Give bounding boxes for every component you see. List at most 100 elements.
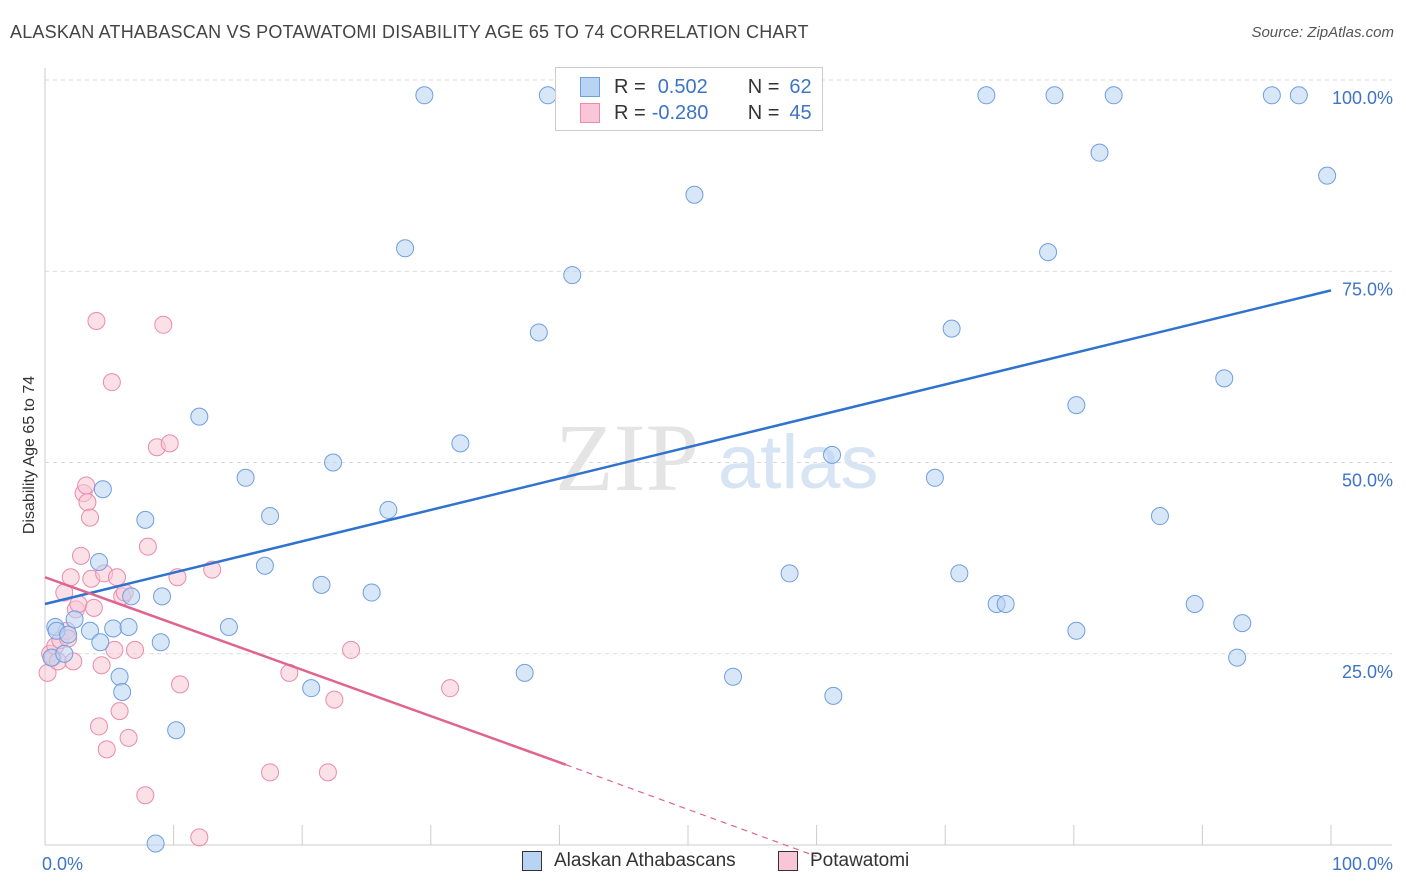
potawatomi-points (38, 311, 460, 847)
athabascan-point (113, 683, 132, 701)
athabascan-point (1090, 143, 1109, 162)
athabascan-point (685, 185, 704, 204)
athabascan-point (950, 564, 969, 583)
athabascan-point (563, 266, 582, 285)
watermark: ZIP atlas (555, 404, 879, 511)
legend-item-athabascan: Alaskan Athabascans (522, 850, 736, 872)
athabascan-point (977, 86, 996, 105)
athabascan-point (1039, 243, 1058, 262)
athabascan-point (415, 86, 434, 105)
potawatomi-point (190, 828, 209, 847)
athabascan-point (451, 434, 470, 453)
legend-swatch-potawatomi (778, 851, 798, 871)
athabascan-point (1104, 86, 1123, 105)
potawatomi-point (171, 675, 190, 694)
athabascan-point (81, 621, 100, 640)
athabascan-point (1233, 614, 1252, 633)
athabascan-point (1262, 86, 1281, 105)
athabascan-point (529, 323, 548, 342)
athabascan-point (136, 510, 155, 529)
athabascan-point (302, 679, 321, 698)
potawatomi-trend-extension (565, 764, 817, 858)
legend-n-value: 62 (789, 75, 812, 98)
athabascan-point (1067, 396, 1086, 415)
potawatomi-point (119, 728, 138, 747)
potawatomi-point (81, 508, 100, 527)
athabascan-point (146, 834, 165, 853)
athabascan-point (236, 468, 255, 487)
athabascan-point (824, 686, 843, 705)
legend-label-athabascan: Alaskan Athabascans (554, 850, 736, 871)
athabascan-point (780, 564, 799, 583)
athabascan-point (1045, 86, 1064, 105)
y-tick-label: 100.0% (1332, 88, 1393, 108)
potawatomi-point (108, 568, 127, 587)
potawatomi-trend-line (44, 576, 567, 766)
trend-lines (44, 289, 1332, 858)
potawatomi-point (126, 640, 145, 659)
athabascan-point (167, 721, 186, 740)
legend-r-value: 0.502 (657, 75, 708, 98)
potawatomi-point (318, 763, 337, 782)
legend-n-label: N = (747, 101, 780, 124)
athabascan-point (153, 587, 172, 606)
athabascan-point (396, 239, 415, 258)
potawatomi-point (325, 690, 344, 709)
athabascan-point (219, 617, 238, 636)
legend-item-potawatomi: Potawatomi (778, 850, 909, 872)
athabascan-point (1150, 507, 1169, 526)
athabascan-point (255, 556, 274, 575)
athabascan-point (151, 633, 170, 652)
x-tick-label: 0.0% (42, 854, 83, 874)
y-tick-label: 25.0% (1342, 662, 1393, 682)
athabascan-point (1318, 166, 1337, 185)
source-label: Source: ZipAtlas.com (1251, 24, 1394, 41)
legend-label-potawatomi: Potawatomi (810, 850, 910, 871)
potawatomi-point (90, 717, 109, 736)
athabascan-point (312, 575, 331, 594)
athabascan-point (1067, 621, 1086, 640)
legend-row-athabascan: R = 0.502 N = 62 (580, 74, 812, 100)
athabascan-point (925, 468, 944, 487)
athabascan-trend-line (44, 289, 1332, 606)
athabascan-point (1289, 86, 1308, 105)
series-legend: Alaskan Athabascans Potawatomi (0, 850, 1406, 878)
athabascan-point (93, 480, 112, 499)
legend-swatch-athabascan (580, 77, 600, 97)
athabascan-point (119, 617, 138, 636)
y-axis-label: Disability Age 65 to 74 (21, 376, 38, 534)
athabascan-point (1228, 648, 1247, 667)
athabascan-point (1215, 369, 1234, 388)
potawatomi-point (92, 656, 111, 675)
grid-lines (45, 79, 1392, 655)
potawatomi-point (78, 493, 97, 512)
potawatomi-point (87, 311, 106, 330)
potawatomi-point (110, 702, 129, 721)
potawatomi-point (84, 598, 103, 617)
athabascan-point (91, 633, 110, 652)
athabascan-point (823, 445, 842, 464)
athabascan-point (724, 667, 743, 686)
chart-title: ALASKAN ATHABASCAN VS POTAWATOMI DISABIL… (10, 22, 809, 42)
athabascan-point (1185, 595, 1204, 614)
athabascan-point (538, 86, 557, 105)
athabascan-point (122, 587, 141, 606)
potawatomi-point (102, 373, 121, 392)
potawatomi-point (261, 763, 280, 782)
athabascan-point (324, 453, 343, 472)
watermark-zip: ZIP (555, 404, 699, 511)
athabascan-points (42, 86, 1337, 853)
x-tick-label: 100.0% (1332, 854, 1393, 874)
legend-r-value: -0.280 (651, 101, 709, 124)
potawatomi-point (160, 434, 179, 453)
athabascan-point (110, 667, 129, 686)
y-tick-label: 75.0% (1342, 279, 1393, 299)
athabascan-point (942, 319, 961, 338)
legend-swatch-potawatomi (580, 103, 600, 123)
potawatomi-point (72, 546, 91, 565)
athabascan-point (59, 625, 78, 644)
potawatomi-point (154, 315, 173, 334)
correlation-legend: R = 0.502 N = 62 R = -0.280 N = 45 (555, 67, 823, 131)
athabascan-point (90, 552, 109, 571)
